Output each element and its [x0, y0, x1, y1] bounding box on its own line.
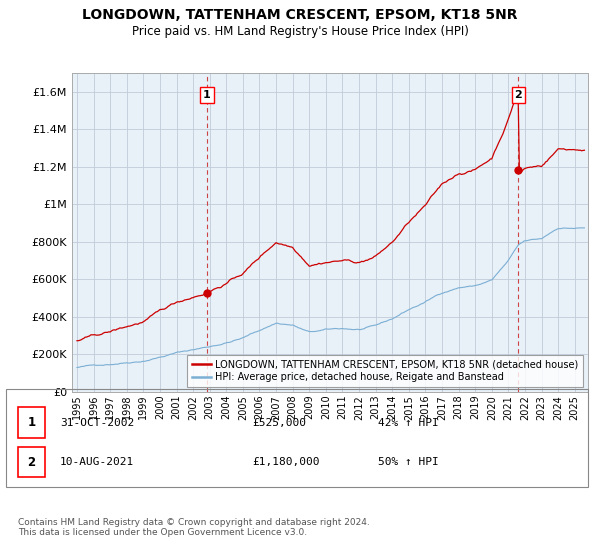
Text: 50% ↑ HPI: 50% ↑ HPI	[378, 457, 439, 467]
Legend: LONGDOWN, TATTENHAM CRESCENT, EPSOM, KT18 5NR (detached house), HPI: Average pri: LONGDOWN, TATTENHAM CRESCENT, EPSOM, KT1…	[187, 354, 583, 387]
Text: Price paid vs. HM Land Registry's House Price Index (HPI): Price paid vs. HM Land Registry's House …	[131, 25, 469, 38]
Text: LONGDOWN, TATTENHAM CRESCENT, EPSOM, KT18 5NR: LONGDOWN, TATTENHAM CRESCENT, EPSOM, KT1…	[82, 8, 518, 22]
Text: 31-OCT-2002: 31-OCT-2002	[60, 418, 134, 428]
Text: 1: 1	[203, 90, 211, 100]
Text: Contains HM Land Registry data © Crown copyright and database right 2024.
This d: Contains HM Land Registry data © Crown c…	[18, 518, 370, 538]
Text: 2: 2	[28, 455, 35, 469]
Text: £1,180,000: £1,180,000	[252, 457, 320, 467]
Text: 2: 2	[515, 90, 523, 100]
Text: £525,000: £525,000	[252, 418, 306, 428]
Text: 42% ↑ HPI: 42% ↑ HPI	[378, 418, 439, 428]
Text: 10-AUG-2021: 10-AUG-2021	[60, 457, 134, 467]
Text: 1: 1	[28, 416, 35, 430]
